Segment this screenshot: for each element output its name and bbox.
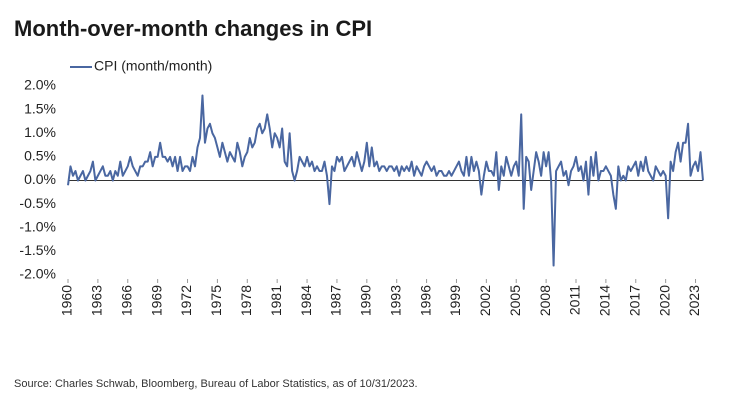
x-tick-label: 1999 [447, 285, 463, 316]
y-tick-label: 2.0% [24, 77, 56, 93]
x-tick-label: 1975 [208, 285, 224, 316]
x-tick-label: 1969 [148, 285, 164, 316]
source-note: Source: Charles Schwab, Bloomberg, Burea… [14, 378, 418, 390]
x-tick-label: 1972 [178, 285, 194, 316]
x-tick-label: 2011 [567, 285, 583, 315]
x-tick-label: 1984 [298, 285, 314, 316]
x-tick-label: 2017 [626, 285, 642, 316]
x-tick-label: 2005 [507, 285, 523, 316]
x-tick-label: 1993 [387, 285, 403, 316]
x-tick-label: 2023 [686, 285, 702, 316]
x-tick-label: 1987 [328, 285, 344, 316]
y-tick-label: -2.0% [19, 266, 56, 282]
x-tick-label: 2002 [477, 285, 493, 316]
legend-label: CPI (month/month) [94, 58, 212, 74]
x-tick-label: 2014 [597, 285, 613, 316]
y-tick-label: 1.0% [24, 124, 56, 140]
x-tick-label: 1996 [417, 285, 433, 316]
x-tick-label: 1978 [238, 285, 254, 316]
cpi-line [67, 94, 704, 267]
x-tick-label: 1981 [268, 285, 284, 316]
y-tick-label: -1.0% [19, 218, 56, 234]
y-tick-label: -0.5% [19, 195, 56, 211]
chart-title: Month-over-month changes in CPI [14, 16, 372, 41]
y-tick-label: 1.5% [24, 100, 56, 116]
x-tick-label: 2008 [537, 285, 553, 316]
y-tick-label: -1.5% [19, 242, 56, 258]
x-tick-label: 1966 [118, 285, 134, 316]
x-tick-label: 2020 [656, 285, 672, 316]
y-tick-label: 0.5% [24, 148, 56, 164]
y-tick-label: 0.0% [24, 171, 56, 187]
x-tick-label: 1960 [59, 285, 75, 316]
x-tick-label: 1963 [89, 285, 105, 316]
x-tick-label: 1990 [358, 285, 374, 316]
